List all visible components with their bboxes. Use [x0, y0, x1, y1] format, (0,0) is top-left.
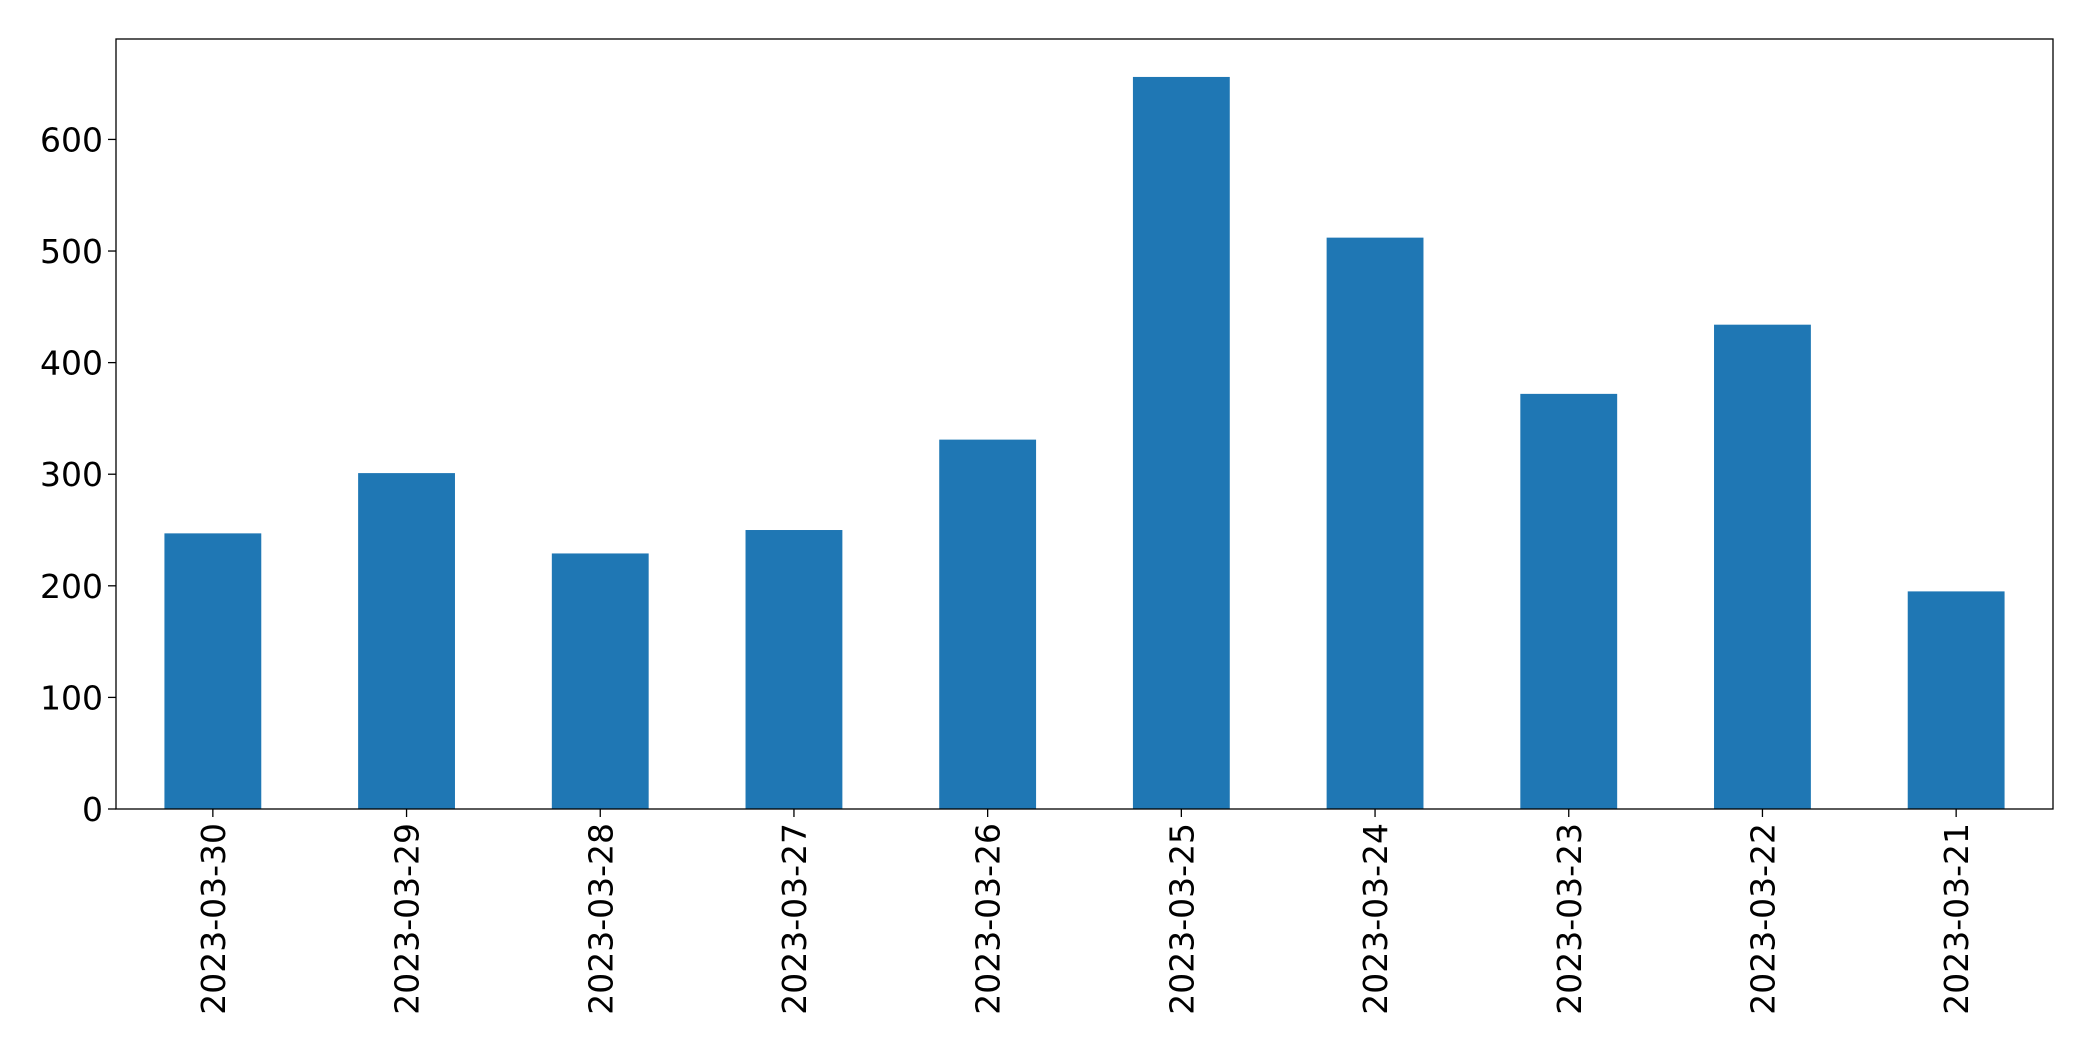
x-tick-label: 2023-03-27 [775, 823, 814, 1015]
bar [551, 553, 649, 809]
y-tick-label: 400 [40, 344, 103, 383]
bar [939, 439, 1037, 809]
y-tick-label: 200 [40, 567, 103, 606]
bar [1132, 76, 1230, 810]
bar [358, 473, 455, 809]
y-tick-label: 300 [40, 455, 103, 494]
x-tick-label: 2023-03-21 [1937, 823, 1976, 1015]
x-tick-label: 2023-03-30 [194, 823, 233, 1015]
y-tick-label: 0 [82, 790, 103, 829]
y-tick-label: 100 [40, 678, 103, 717]
x-tick-label: 2023-03-28 [581, 823, 620, 1015]
bar [1907, 591, 2005, 809]
bar [745, 530, 843, 809]
x-tick-label: 2023-03-24 [1356, 823, 1395, 1015]
x-tick-label: 2023-03-25 [1162, 823, 1201, 1015]
bar [1714, 324, 1811, 809]
y-tick-label: 600 [40, 120, 103, 159]
x-tick-label: 2023-03-29 [388, 823, 427, 1015]
bar [164, 533, 262, 809]
y-tick-label: 500 [40, 232, 103, 271]
bar [1520, 393, 1618, 809]
x-tick-label: 2023-03-22 [1743, 823, 1782, 1015]
plot-frame [115, 38, 2054, 810]
x-tick-label: 2023-03-26 [969, 823, 1008, 1015]
x-tick-label: 2023-03-23 [1550, 823, 1589, 1015]
bar [1326, 237, 1424, 809]
